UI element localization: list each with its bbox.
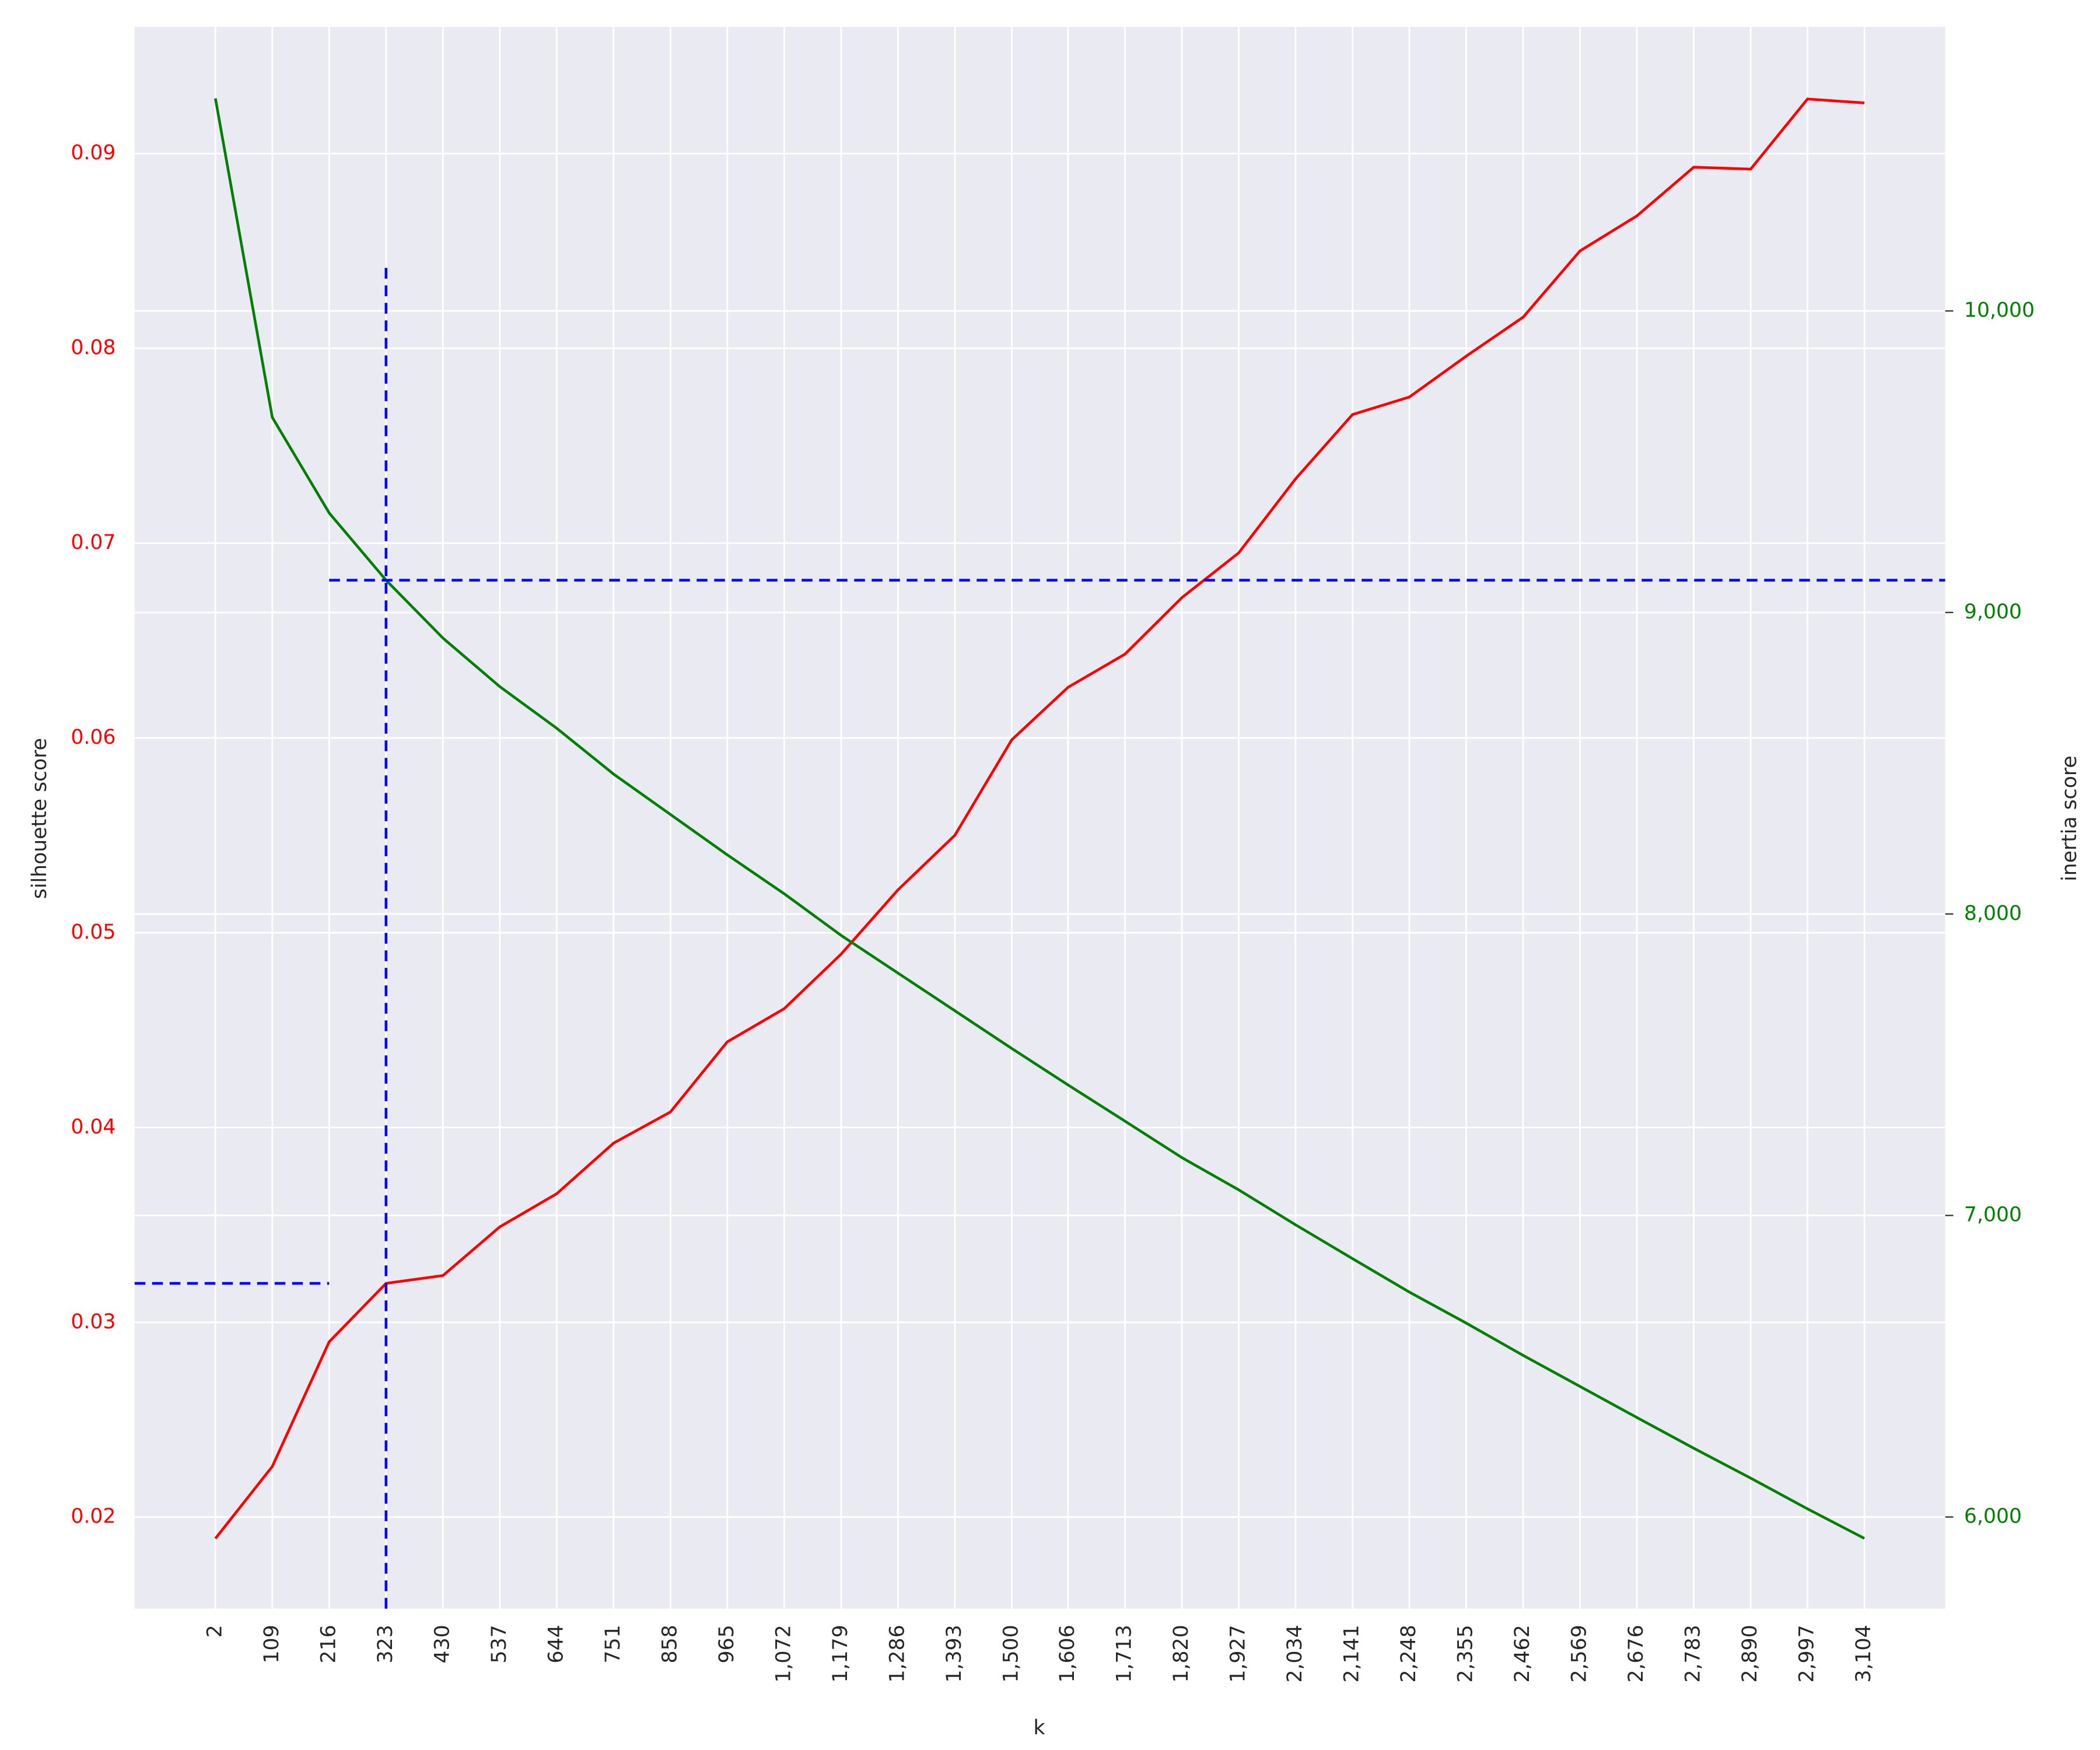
x-tick-label: 1,606	[1056, 1625, 1079, 1682]
x-tick-label: 2,997	[1796, 1625, 1819, 1682]
x-tick-label: 430	[430, 1625, 454, 1663]
x-tick-label: 644	[544, 1625, 568, 1663]
x-tick-label: 751	[601, 1625, 625, 1663]
x-tick-label: 2,355	[1454, 1625, 1478, 1682]
y-tick-label: 0.03	[71, 1310, 116, 1334]
y2-tick-label: 8,000	[1964, 902, 2022, 925]
x-tick-label: 858	[658, 1625, 681, 1663]
x-axis-label: k	[1034, 1716, 1045, 1740]
x-tick-label: 2,248	[1397, 1625, 1420, 1682]
x-tick-label: 2,783	[1682, 1625, 1705, 1682]
y-tick-label: 0.07	[71, 531, 116, 554]
series-line	[214, 97, 1865, 1539]
y2-tick-label: 7,000	[1964, 1203, 2022, 1227]
x-tick-label: 109	[260, 1625, 284, 1663]
y-tick-label: 0.04	[71, 1115, 116, 1139]
x-tick-label: 1,500	[999, 1625, 1023, 1682]
x-tick-label: 2,569	[1568, 1625, 1591, 1682]
x-tick-label: 2,676	[1625, 1625, 1648, 1682]
series-line	[214, 98, 1866, 1540]
x-tick-label: 1,072	[772, 1625, 795, 1682]
x-tick-label: 1,927	[1227, 1625, 1250, 1682]
x-tick-label: 1,393	[943, 1625, 966, 1682]
y2-tick-label: 9,000	[1964, 600, 2022, 624]
x-tick-label: 965	[715, 1625, 738, 1663]
x-tick-label: 2	[203, 1625, 226, 1637]
x-tick-label: 3,104	[1852, 1625, 1875, 1682]
x-tick-label: 537	[488, 1625, 511, 1663]
x-tick-label: 1,179	[829, 1625, 852, 1682]
y2-tick-label: 10,000	[1964, 299, 2035, 322]
x-tick-label: 1,713	[1112, 1625, 1136, 1682]
y-tick-label: 0.09	[71, 141, 116, 164]
x-tick-label: 216	[317, 1625, 340, 1663]
y-axis-label: silhouette score	[28, 738, 51, 899]
x-tick-label: 2,890	[1738, 1625, 1762, 1682]
x-tick-label: 2,141	[1340, 1625, 1364, 1682]
plot-area	[134, 27, 1945, 1609]
x-tick-label: 2,462	[1511, 1625, 1534, 1682]
x-tick-label: 1,286	[886, 1625, 909, 1682]
y-tick-label: 0.06	[71, 726, 116, 749]
y-tick-label: 0.02	[71, 1505, 116, 1528]
y2-tick-label: 6,000	[1964, 1505, 2022, 1528]
x-tick-label: 1,820	[1170, 1625, 1193, 1682]
y2-axis-label: inertia score	[2058, 755, 2081, 881]
y-tick-label: 0.05	[71, 921, 116, 944]
x-tick-label: 2,034	[1283, 1625, 1307, 1682]
x-tick-label: 323	[374, 1625, 397, 1663]
y-tick-label: 0.08	[71, 336, 116, 359]
